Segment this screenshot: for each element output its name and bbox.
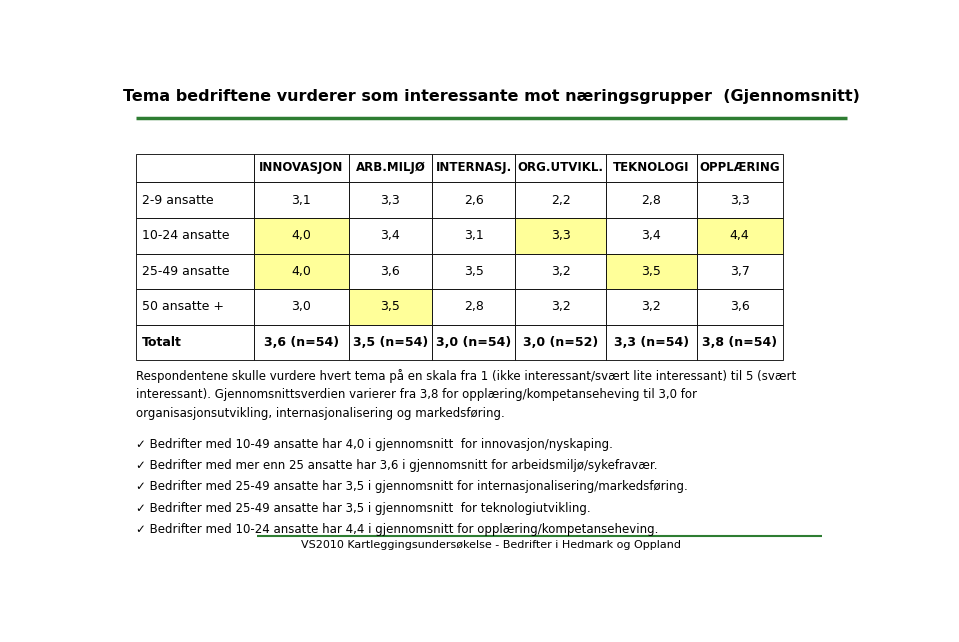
Bar [432, 153, 515, 182]
Text: 2,8: 2,8 [464, 300, 483, 313]
Text: 4,0: 4,0 [292, 229, 311, 242]
Text: 3,3 (n=54): 3,3 (n=54) [614, 336, 689, 349]
Bar [136, 218, 253, 254]
Text: 3,0 (n=52): 3,0 (n=52) [523, 336, 598, 349]
Text: 3,3: 3,3 [730, 194, 750, 207]
Text: 3,0: 3,0 [292, 300, 311, 313]
Bar [515, 325, 606, 360]
Text: 10-24 ansatte: 10-24 ansatte [142, 229, 229, 242]
Bar [432, 289, 515, 325]
Text: 3,4: 3,4 [381, 229, 400, 242]
Bar [606, 289, 696, 325]
Bar [606, 254, 696, 289]
Bar [696, 182, 783, 218]
Text: Respondentene skulle vurdere hvert tema på en skala fra 1 (ikke interessant/svær: Respondentene skulle vurdere hvert tema … [136, 369, 797, 383]
Text: 3,1: 3,1 [292, 194, 311, 207]
Text: 50 ansatte +: 50 ansatte + [142, 300, 224, 313]
Bar [253, 254, 349, 289]
Text: 3,4: 3,4 [642, 229, 661, 242]
Bar [349, 325, 432, 360]
Text: Tema bedriftene vurderer som interessante mot næringsgrupper  (Gjennomsnitt): Tema bedriftene vurderer som interessant… [123, 89, 860, 105]
Bar [349, 254, 432, 289]
Text: INNOVASJON: INNOVASJON [259, 162, 343, 175]
Bar [696, 218, 783, 254]
Bar [515, 289, 606, 325]
Bar [349, 218, 432, 254]
Bar [136, 182, 253, 218]
Bar [253, 289, 349, 325]
Bar [515, 153, 606, 182]
Text: 3,6 (n=54): 3,6 (n=54) [264, 336, 339, 349]
Text: 3,5 (n=54): 3,5 (n=54) [353, 336, 428, 349]
Bar [349, 289, 432, 325]
Bar [136, 289, 253, 325]
Bar [515, 182, 606, 218]
Text: 3,1: 3,1 [464, 229, 483, 242]
Bar [696, 325, 783, 360]
Text: OPPLÆRING: OPPLÆRING [699, 162, 780, 175]
Bar [253, 218, 349, 254]
Text: TEKNOLOGI: TEKNOLOGI [613, 162, 690, 175]
Bar [253, 325, 349, 360]
Bar [606, 153, 696, 182]
Text: VS2010 Kartleggingsundersøkelse - Bedrifter i Hedmark og Oppland: VS2010 Kartleggingsundersøkelse - Bedrif… [301, 540, 682, 550]
Text: ORG.UTVIKL.: ORG.UTVIKL. [518, 162, 603, 175]
Text: 3,3: 3,3 [381, 194, 400, 207]
Text: 3,2: 3,2 [550, 265, 571, 278]
Text: 3,7: 3,7 [730, 265, 750, 278]
Text: 2,6: 2,6 [464, 194, 483, 207]
Text: ✓ Bedrifter med 25-49 ansatte har 3,5 i gjennomsnitt for internasjonalisering/ma: ✓ Bedrifter med 25-49 ansatte har 3,5 i … [136, 480, 688, 494]
Bar [136, 254, 253, 289]
Bar [136, 153, 253, 182]
Bar [606, 182, 696, 218]
Bar [696, 153, 783, 182]
Bar [432, 325, 515, 360]
Text: 3,5: 3,5 [464, 265, 483, 278]
Bar [696, 289, 783, 325]
Bar [515, 218, 606, 254]
Text: 2,8: 2,8 [642, 194, 661, 207]
Text: INTERNASJ.: INTERNASJ. [435, 162, 512, 175]
Bar [349, 153, 432, 182]
Text: 3,6: 3,6 [381, 265, 400, 278]
Text: 3,2: 3,2 [550, 300, 571, 313]
Text: 3,5: 3,5 [642, 265, 661, 278]
Text: 4,0: 4,0 [292, 265, 311, 278]
Bar [432, 182, 515, 218]
Text: ✓ Bedrifter med 25-49 ansatte har 3,5 i gjennomsnitt  for teknologiutvikling.: ✓ Bedrifter med 25-49 ansatte har 3,5 i … [136, 501, 591, 515]
Text: 3,0 (n=54): 3,0 (n=54) [436, 336, 511, 349]
Text: 2-9 ansatte: 2-9 ansatte [142, 194, 214, 207]
Text: 3,8 (n=54): 3,8 (n=54) [702, 336, 778, 349]
Text: ✓ Bedrifter med 10-24 ansatte har 4,4 i gjennomsnitt for opplæring/kompetansehev: ✓ Bedrifter med 10-24 ansatte har 4,4 i … [136, 523, 659, 536]
Text: 3,2: 3,2 [642, 300, 661, 313]
Bar [606, 325, 696, 360]
Bar [253, 153, 349, 182]
Text: ARB.MILJØ: ARB.MILJØ [356, 162, 426, 175]
Text: 3,5: 3,5 [381, 300, 400, 313]
Bar [606, 218, 696, 254]
Bar [432, 254, 515, 289]
Text: 3,6: 3,6 [730, 300, 750, 313]
Text: 25-49 ansatte: 25-49 ansatte [142, 265, 229, 278]
Bar [136, 325, 253, 360]
Text: ✓ Bedrifter med 10-49 ansatte har 4,0 i gjennomsnitt  for innovasjon/nyskaping.: ✓ Bedrifter med 10-49 ansatte har 4,0 i … [136, 438, 613, 451]
Text: organisasjonsutvikling, internasjonalisering og markedsføring.: organisasjonsutvikling, internasjonalise… [136, 407, 505, 420]
Text: 3,3: 3,3 [550, 229, 571, 242]
Text: ✓ Bedrifter med mer enn 25 ansatte har 3,6 i gjennomsnitt for arbeidsmiljø/sykef: ✓ Bedrifter med mer enn 25 ansatte har 3… [136, 459, 658, 472]
Bar [696, 254, 783, 289]
Bar [253, 182, 349, 218]
Text: 4,4: 4,4 [730, 229, 750, 242]
Bar [515, 254, 606, 289]
Text: 2,2: 2,2 [550, 194, 571, 207]
Bar [432, 218, 515, 254]
Text: Totalt: Totalt [142, 336, 182, 349]
Text: interessant). Gjennomsnittsverdien varierer fra 3,8 for opplæring/kompetansehevi: interessant). Gjennomsnittsverdien varie… [136, 388, 697, 401]
Bar [349, 182, 432, 218]
